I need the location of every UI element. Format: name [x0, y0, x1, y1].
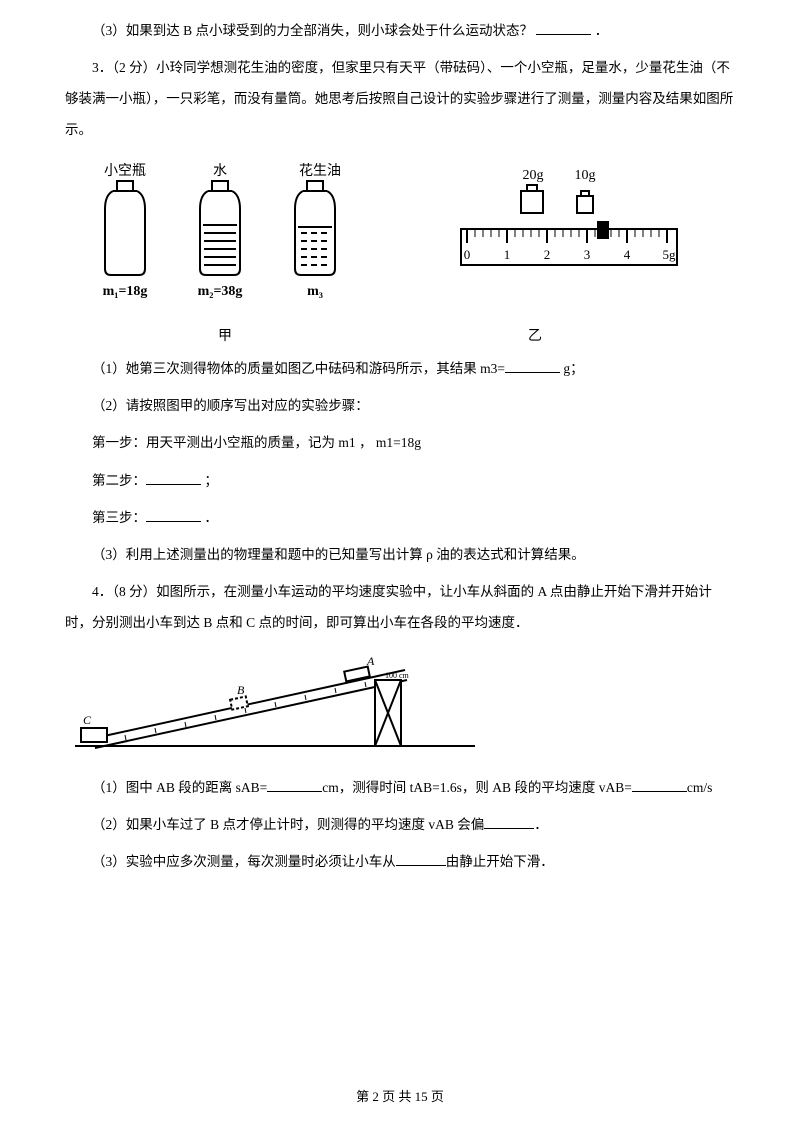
svg-text:B: B	[237, 683, 245, 697]
svg-text:4: 4	[624, 247, 631, 262]
ramp-figure: A B C 100 cm	[75, 650, 735, 760]
svg-text:0: 0	[464, 247, 471, 262]
q4-2: （2）如果小车过了 B 点才停止计时，则测得的平均速度 vAB 会偏．	[65, 809, 735, 840]
rider-icon	[597, 221, 609, 239]
blank-step3[interactable]	[146, 507, 201, 522]
m1-label: m₁=18g	[103, 284, 148, 299]
svg-text:A: A	[366, 654, 375, 668]
q2-3-end: ．	[595, 23, 609, 38]
svg-text:5g: 5g	[663, 247, 677, 262]
balance-figure: 20g 10g 0 1 2 3 4 5g	[455, 163, 685, 313]
step2: 第二步： ；	[65, 465, 735, 496]
blank-vab[interactable]	[632, 777, 687, 792]
q4-3: （3）实验中应多次测量，每次测量时必须让小车从由静止开始下滑．	[65, 846, 735, 877]
figure-row: 小空瓶 m₁=18g 水 m₂=38g 花生油 m₃ 20g	[65, 163, 735, 313]
caption-jia: 甲	[65, 321, 385, 353]
q2-3: （3）如果到达 B 点小球受到的力全部消失，则小球会处于什么运动状态？ ．	[65, 15, 735, 46]
svg-text:100 cm: 100 cm	[385, 671, 410, 680]
weight-10g: 10g	[575, 168, 596, 183]
blank-step2[interactable]	[146, 470, 201, 485]
label-water: 水	[213, 163, 227, 179]
bottles-figure: 小空瓶 m₁=18g 水 m₂=38g 花生油 m₃	[75, 163, 385, 313]
blank-m3[interactable]	[505, 359, 560, 374]
page-footer: 第 2 页 共 15 页	[0, 1082, 800, 1112]
m3-label: m₃	[307, 284, 323, 299]
blank-bias[interactable]	[484, 814, 534, 829]
blank-sab[interactable]	[267, 777, 322, 792]
q4-1: （1）图中 AB 段的距离 sAB=cm，测得时间 tAB=1.6s，则 AB …	[65, 772, 735, 803]
label-oil: 花生油	[299, 163, 341, 179]
svg-text:3: 3	[584, 247, 591, 262]
step3: 第三步： ．	[65, 502, 735, 533]
svg-text:1: 1	[504, 247, 511, 262]
q3-intro: 3．（2 分）小玲同学想测花生油的密度，但家里只有天平（带砝码）、一个小空瓶，足…	[65, 52, 735, 145]
caption-yi: 乙	[385, 321, 685, 353]
q3-2: （2）请按照图甲的顺序写出对应的实验步骤：	[65, 390, 735, 421]
svg-text:C: C	[83, 713, 92, 727]
m2-label: m₂=38g	[198, 284, 243, 299]
blank-start[interactable]	[396, 851, 446, 866]
q2-3-text: （3）如果到达 B 点小球受到的力全部消失，则小球会处于什么运动状态？	[92, 23, 533, 38]
step1: 第一步：用天平测出小空瓶的质量，记为 m1 ， m1=18g	[65, 427, 735, 458]
caption-row: 甲 乙	[65, 321, 735, 353]
q2-3-blank[interactable]	[536, 20, 591, 35]
svg-text:2: 2	[544, 247, 551, 262]
label-empty: 小空瓶	[104, 163, 146, 179]
q3-3: （3）利用上述测量出的物理量和题中的已知量写出计算 ρ 油的表达式和计算结果。	[65, 539, 735, 570]
q4-intro: 4．（8 分）如图所示，在测量小车运动的平均速度实验中，让小车从斜面的 A 点由…	[65, 576, 735, 638]
weight-20g: 20g	[523, 168, 544, 183]
q3-1: （1）她第三次测得物体的质量如图乙中砝码和游码所示，其结果 m3= g；	[65, 353, 735, 384]
